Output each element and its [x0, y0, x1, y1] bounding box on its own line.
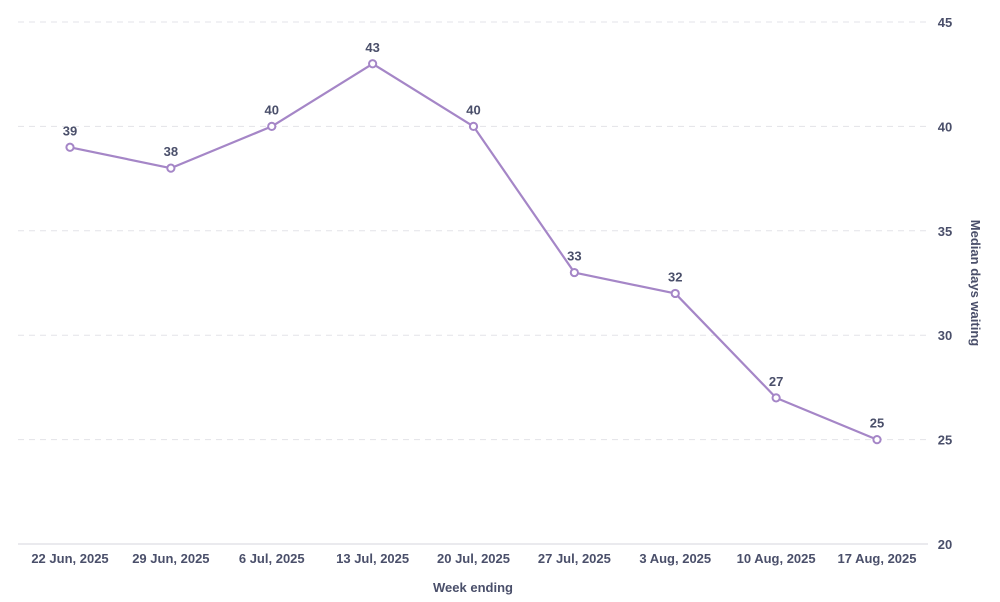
- y-tick-label: 25: [938, 433, 952, 448]
- data-label: 39: [63, 123, 77, 138]
- data-point[interactable]: [166, 163, 176, 173]
- x-tick-label: 10 Aug, 2025: [737, 551, 816, 566]
- data-label: 27: [769, 374, 783, 389]
- y-tick-label: 45: [938, 15, 952, 30]
- x-tick-label: 29 Jun, 2025: [132, 551, 209, 566]
- y-tick-label: 20: [938, 537, 952, 552]
- data-point[interactable]: [65, 142, 75, 152]
- y-tick-label: 35: [938, 224, 952, 239]
- data-label: 40: [466, 102, 480, 117]
- y-axis-title: Median days waiting: [968, 220, 983, 346]
- x-tick-label: 6 Jul, 2025: [239, 551, 305, 566]
- data-point[interactable]: [872, 435, 882, 445]
- data-label: 40: [265, 102, 279, 117]
- gridlines: [18, 21, 928, 545]
- data-point[interactable]: [569, 267, 579, 278]
- data-point[interactable]: [771, 393, 781, 403]
- data-label: 32: [668, 269, 682, 284]
- data-label: 33: [567, 249, 581, 264]
- x-tick-label: 13 Jul, 2025: [336, 551, 409, 566]
- data-labels: 39 38 40 43 40 33 32 27 25: [63, 40, 884, 431]
- data-label: 38: [164, 144, 178, 159]
- x-tick-label: 27 Jul, 2025: [538, 551, 611, 566]
- x-axis-title: Week ending: [433, 580, 513, 595]
- x-tick-label: 20 Jul, 2025: [437, 551, 510, 566]
- x-axis-ticks: 22 Jun, 2025 29 Jun, 2025 6 Jul, 2025 13 Ju…: [31, 551, 916, 566]
- data-point[interactable]: [670, 288, 680, 299]
- y-tick-label: 40: [938, 119, 952, 134]
- y-tick-label: 30: [938, 328, 952, 343]
- data-label: 43: [365, 40, 379, 55]
- data-label: 25: [870, 416, 884, 431]
- data-point[interactable]: [468, 121, 479, 132]
- series: [65, 59, 882, 445]
- x-tick-label: 3 Aug, 2025: [639, 551, 711, 566]
- series-line: [68, 62, 879, 441]
- x-tick-label: 17 Aug, 2025: [837, 551, 916, 566]
- y-axis-ticks: 20 25 30 35 40 45: [938, 15, 952, 552]
- data-point[interactable]: [267, 121, 277, 132]
- x-tick-label: 22 Jun, 2025: [31, 551, 108, 566]
- data-point[interactable]: [368, 59, 378, 69]
